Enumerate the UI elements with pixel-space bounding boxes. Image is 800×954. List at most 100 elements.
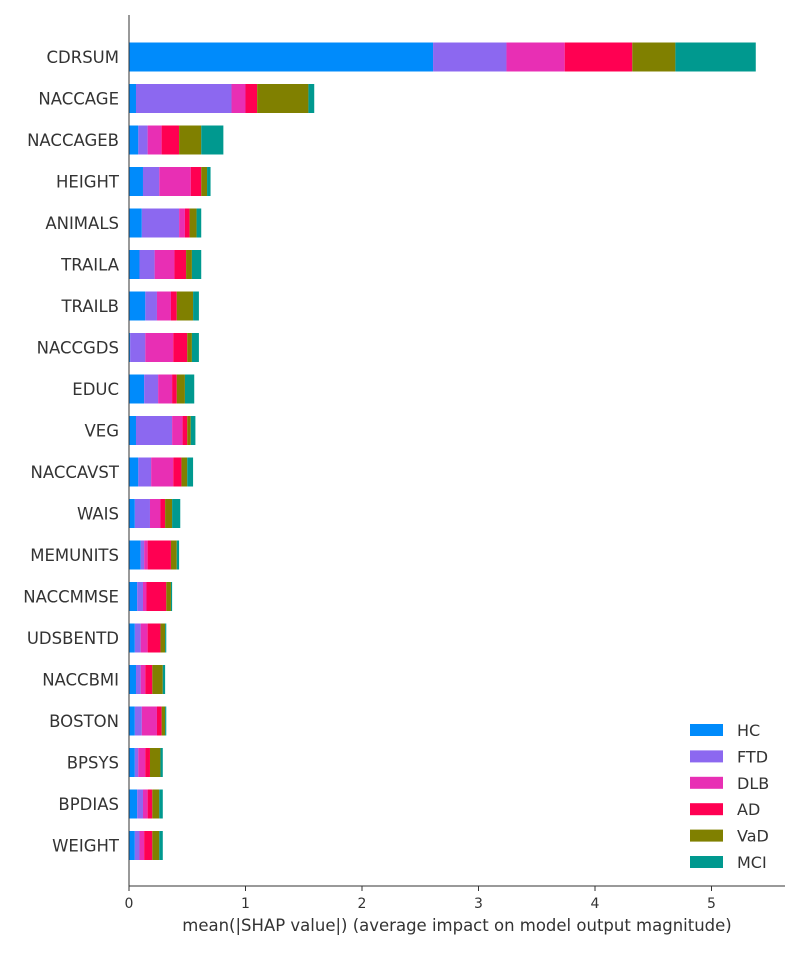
bar-segment-naccmmse-mci: [170, 582, 173, 611]
bar-segment-naccage-ftd: [135, 84, 232, 113]
bar-segment-trailb-mci: [193, 291, 199, 321]
bar-segment-naccbmi-vad: [152, 665, 163, 694]
bar-segment-naccmmse-dlb: [142, 582, 147, 611]
legend-swatch-ad: [690, 803, 723, 816]
bar-segment-veg-dlb: [172, 416, 183, 445]
category-label: ANIMALS: [45, 214, 119, 233]
bar-segment-naccageb-ftd: [138, 125, 148, 155]
legend-label-hc: HC: [737, 721, 760, 740]
bar-segment-bpsys-ftd: [134, 748, 139, 777]
bar-segment-bpdias-mci: [159, 789, 163, 819]
bar-segment-wais-dlb: [149, 499, 161, 528]
category-label: BPSYS: [67, 754, 119, 773]
bar-segment-naccbmi-ftd: [135, 665, 141, 694]
legend-label-dlb: DLB: [737, 774, 769, 793]
bar-segment-animals-dlb: [179, 208, 185, 238]
bar-segment-height-ad: [190, 167, 202, 196]
bar-segment-veg-ftd: [135, 416, 173, 445]
bar-segment-bpsys-vad: [149, 748, 161, 777]
bar-segment-cdrsum-vad: [632, 42, 676, 72]
bar-segment-bpsys-dlb: [138, 748, 146, 777]
category-label: TRAILB: [60, 297, 119, 316]
bar-segment-veg-mci: [190, 416, 196, 445]
bar-segment-educ-vad: [176, 374, 185, 404]
bar-segment-naccavst-ftd: [138, 457, 152, 487]
category-label: TRAILA: [60, 256, 120, 275]
bar-segment-naccage-mci: [308, 84, 315, 113]
bar-segment-naccavst-hc: [129, 457, 139, 487]
bar-segment-udsbentd-vad: [160, 623, 166, 653]
legend-swatch-ftd: [690, 750, 723, 763]
bar-segment-udsbentd-ad: [147, 623, 161, 653]
x-tick-label: 0: [125, 896, 134, 912]
bar-segment-weight-dlb: [139, 831, 145, 860]
bar-segment-naccmmse-ftd: [137, 582, 143, 611]
bar-segment-weight-mci: [159, 831, 163, 860]
category-label: HEIGHT: [56, 173, 120, 192]
category-label: BOSTON: [49, 712, 119, 731]
bar-segment-trailb-dlb: [156, 291, 171, 321]
bar-segment-cdrsum-mci: [675, 42, 756, 72]
bar-segment-memunits-mci: [176, 540, 180, 570]
bar-segment-naccavst-mci: [187, 457, 194, 487]
bar-segment-naccavst-vad: [181, 457, 188, 487]
legend-swatch-hc: [690, 724, 723, 736]
bar-segment-weight-ad: [144, 831, 153, 860]
bar-segment-naccmmse-ad: [146, 582, 167, 611]
bar-segment-weight-vad: [152, 831, 160, 860]
category-label: WEIGHT: [52, 837, 120, 856]
bar-segment-memunits-vad: [170, 540, 177, 570]
bar-segment-naccage-dlb: [231, 84, 246, 113]
bar-segment-naccgds-ftd: [130, 333, 146, 362]
bar-segment-animals-ad: [184, 208, 190, 238]
legend-label-mci: MCI: [737, 853, 767, 872]
x-tick-label: 4: [591, 896, 600, 912]
x-tick-label: 3: [474, 896, 483, 912]
bar-segment-traila-dlb: [154, 250, 175, 279]
bar-segment-traila-vad: [186, 250, 192, 279]
bar-segment-educ-hc: [129, 374, 145, 404]
bar-segment-weight-ftd: [134, 831, 140, 860]
legend-swatch-vad: [690, 829, 723, 842]
bar-segment-naccbmi-hc: [129, 665, 136, 694]
x-tick-label: 1: [241, 896, 250, 912]
bar-segment-naccbmi-mci: [162, 665, 166, 694]
bar-segment-trailb-ad: [170, 291, 177, 321]
x-tick-label: 2: [358, 896, 367, 912]
bar-segment-naccageb-mci: [201, 125, 224, 155]
bar-segment-naccgds-hc: [129, 333, 131, 362]
bar-segment-boston-ftd: [134, 706, 142, 736]
bar-segment-traila-ftd: [139, 250, 155, 279]
legend-label-ad: AD: [737, 800, 760, 819]
bar-segment-cdrsum-hc: [129, 42, 434, 72]
bar-segment-wais-vad: [165, 499, 173, 528]
bar-segment-naccbmi-ad: [145, 665, 153, 694]
category-label: NACCBMI: [42, 671, 119, 690]
category-label: BPDIAS: [58, 795, 119, 814]
bar-segment-traila-ad: [174, 250, 187, 279]
bar-segment-cdrsum-dlb: [506, 42, 565, 72]
category-label: UDSBENTD: [27, 629, 119, 648]
bar-segment-udsbentd-ftd: [134, 623, 141, 653]
bar-segment-naccbmi-dlb: [140, 665, 146, 694]
bar-segment-naccgds-vad: [187, 333, 192, 362]
bar-segment-educ-mci: [184, 374, 195, 404]
bar-segment-traila-hc: [129, 250, 140, 279]
bar-segment-memunits-dlb: [144, 540, 148, 570]
x-axis-label: mean(|SHAP value|) (average impact on mo…: [182, 916, 732, 935]
bar-segment-boston-dlb: [141, 706, 157, 736]
bar-segment-animals-ftd: [141, 208, 180, 238]
bar-segment-naccage-hc: [129, 84, 136, 113]
bar-segment-trailb-hc: [129, 291, 146, 321]
legend-swatch-mci: [690, 856, 723, 868]
category-label: NACCAGE: [38, 90, 119, 109]
bar-segment-bpdias-dlb: [142, 789, 148, 819]
bar-segment-bpdias-vad: [152, 789, 160, 819]
bar-segment-animals-mci: [196, 208, 202, 238]
bar-segment-memunits-ftd: [140, 540, 145, 570]
bar-segment-bpdias-hc: [129, 789, 138, 819]
legend-label-ftd: FTD: [737, 747, 768, 766]
bar-segment-traila-mci: [191, 250, 202, 279]
